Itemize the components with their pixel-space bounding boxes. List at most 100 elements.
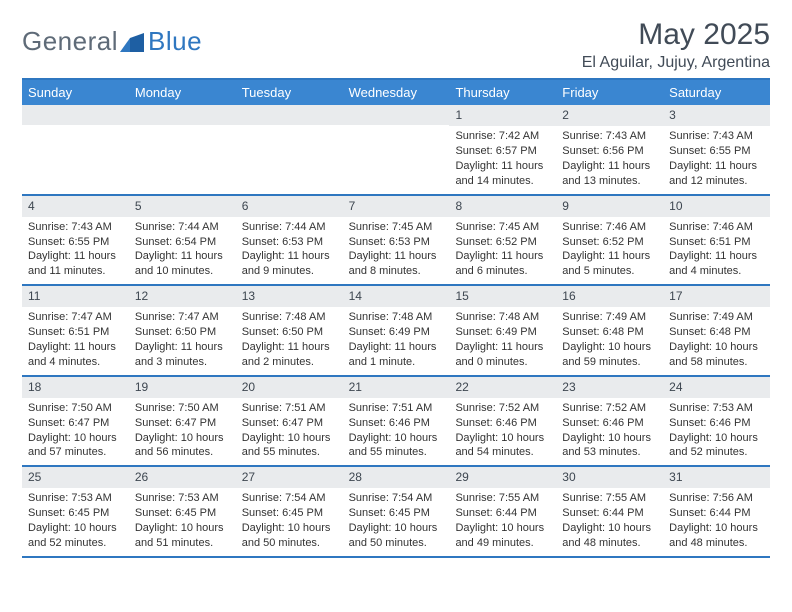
weekday-header: Friday [556, 80, 663, 105]
daylight-text: Daylight: 11 hours and 0 minutes. [455, 340, 550, 370]
daylight-text: Daylight: 10 hours and 55 minutes. [242, 431, 337, 461]
day-number: 9 [556, 196, 663, 217]
cell-body: Sunrise: 7:45 AMSunset: 6:52 PMDaylight:… [449, 217, 556, 284]
cell-body: Sunrise: 7:48 AMSunset: 6:50 PMDaylight:… [236, 307, 343, 374]
weekday-header: Sunday [22, 80, 129, 105]
cell-body [22, 125, 129, 133]
day-number: 26 [129, 467, 236, 488]
sunrise-text: Sunrise: 7:46 AM [669, 220, 764, 235]
cell-body: Sunrise: 7:55 AMSunset: 6:44 PMDaylight:… [556, 488, 663, 555]
calendar-cell: 10Sunrise: 7:46 AMSunset: 6:51 PMDayligh… [663, 196, 770, 285]
sunrise-text: Sunrise: 7:49 AM [562, 310, 657, 325]
daylight-text: Daylight: 10 hours and 49 minutes. [455, 521, 550, 551]
cell-body [129, 125, 236, 133]
sunrise-text: Sunrise: 7:45 AM [349, 220, 444, 235]
weeks-container: 1Sunrise: 7:42 AMSunset: 6:57 PMDaylight… [22, 105, 770, 558]
sunset-text: Sunset: 6:53 PM [349, 235, 444, 250]
day-number: 23 [556, 377, 663, 398]
sunset-text: Sunset: 6:46 PM [349, 416, 444, 431]
day-number [236, 105, 343, 125]
sunset-text: Sunset: 6:48 PM [562, 325, 657, 340]
calendar-cell: 7Sunrise: 7:45 AMSunset: 6:53 PMDaylight… [343, 196, 450, 285]
daylight-text: Daylight: 10 hours and 50 minutes. [349, 521, 444, 551]
daylight-text: Daylight: 10 hours and 54 minutes. [455, 431, 550, 461]
cell-body: Sunrise: 7:50 AMSunset: 6:47 PMDaylight:… [129, 398, 236, 465]
daylight-text: Daylight: 11 hours and 14 minutes. [455, 159, 550, 189]
daylight-text: Daylight: 10 hours and 57 minutes. [28, 431, 123, 461]
cell-body: Sunrise: 7:43 AMSunset: 6:56 PMDaylight:… [556, 126, 663, 193]
sunset-text: Sunset: 6:50 PM [242, 325, 337, 340]
day-number: 10 [663, 196, 770, 217]
sunrise-text: Sunrise: 7:43 AM [28, 220, 123, 235]
day-number: 4 [22, 196, 129, 217]
day-number [22, 105, 129, 125]
daylight-text: Daylight: 11 hours and 3 minutes. [135, 340, 230, 370]
sunset-text: Sunset: 6:55 PM [28, 235, 123, 250]
daylight-text: Daylight: 10 hours and 52 minutes. [28, 521, 123, 551]
day-number: 24 [663, 377, 770, 398]
calendar-cell: 22Sunrise: 7:52 AMSunset: 6:46 PMDayligh… [449, 377, 556, 466]
daylight-text: Daylight: 10 hours and 53 minutes. [562, 431, 657, 461]
sunset-text: Sunset: 6:44 PM [562, 506, 657, 521]
sunset-text: Sunset: 6:48 PM [669, 325, 764, 340]
location-label: El Aguilar, Jujuy, Argentina [582, 54, 770, 72]
cell-body: Sunrise: 7:52 AMSunset: 6:46 PMDaylight:… [556, 398, 663, 465]
brand-name-part2: Blue [148, 26, 202, 57]
weekday-header: Saturday [663, 80, 770, 105]
sunset-text: Sunset: 6:46 PM [562, 416, 657, 431]
calendar-cell: 6Sunrise: 7:44 AMSunset: 6:53 PMDaylight… [236, 196, 343, 285]
cell-body [236, 125, 343, 133]
calendar-cell: 2Sunrise: 7:43 AMSunset: 6:56 PMDaylight… [556, 105, 663, 194]
sunrise-text: Sunrise: 7:48 AM [455, 310, 550, 325]
calendar-cell: 1Sunrise: 7:42 AMSunset: 6:57 PMDaylight… [449, 105, 556, 194]
sunrise-text: Sunrise: 7:48 AM [349, 310, 444, 325]
sunrise-text: Sunrise: 7:50 AM [135, 401, 230, 416]
calendar-cell: 28Sunrise: 7:54 AMSunset: 6:45 PMDayligh… [343, 467, 450, 556]
cell-body: Sunrise: 7:43 AMSunset: 6:55 PMDaylight:… [663, 126, 770, 193]
sunset-text: Sunset: 6:47 PM [28, 416, 123, 431]
calendar-week: 25Sunrise: 7:53 AMSunset: 6:45 PMDayligh… [22, 467, 770, 558]
day-number: 6 [236, 196, 343, 217]
daylight-text: Daylight: 10 hours and 48 minutes. [669, 521, 764, 551]
cell-body: Sunrise: 7:42 AMSunset: 6:57 PMDaylight:… [449, 126, 556, 193]
calendar-cell: 9Sunrise: 7:46 AMSunset: 6:52 PMDaylight… [556, 196, 663, 285]
cell-body: Sunrise: 7:53 AMSunset: 6:45 PMDaylight:… [129, 488, 236, 555]
day-number [343, 105, 450, 125]
sunset-text: Sunset: 6:46 PM [455, 416, 550, 431]
day-number: 11 [22, 286, 129, 307]
sunrise-text: Sunrise: 7:54 AM [242, 491, 337, 506]
sunset-text: Sunset: 6:56 PM [562, 144, 657, 159]
day-number: 1 [449, 105, 556, 126]
day-number: 18 [22, 377, 129, 398]
calendar-cell: 12Sunrise: 7:47 AMSunset: 6:50 PMDayligh… [129, 286, 236, 375]
daylight-text: Daylight: 11 hours and 9 minutes. [242, 249, 337, 279]
calendar-week: 11Sunrise: 7:47 AMSunset: 6:51 PMDayligh… [22, 286, 770, 377]
cell-body: Sunrise: 7:49 AMSunset: 6:48 PMDaylight:… [663, 307, 770, 374]
calendar-week: 18Sunrise: 7:50 AMSunset: 6:47 PMDayligh… [22, 377, 770, 468]
cell-body: Sunrise: 7:51 AMSunset: 6:47 PMDaylight:… [236, 398, 343, 465]
daylight-text: Daylight: 11 hours and 10 minutes. [135, 249, 230, 279]
calendar-cell: 24Sunrise: 7:53 AMSunset: 6:46 PMDayligh… [663, 377, 770, 466]
sunrise-text: Sunrise: 7:49 AM [669, 310, 764, 325]
cell-body: Sunrise: 7:51 AMSunset: 6:46 PMDaylight:… [343, 398, 450, 465]
calendar-cell: 8Sunrise: 7:45 AMSunset: 6:52 PMDaylight… [449, 196, 556, 285]
weekday-header: Thursday [449, 80, 556, 105]
sunrise-text: Sunrise: 7:44 AM [242, 220, 337, 235]
day-number: 8 [449, 196, 556, 217]
day-number: 31 [663, 467, 770, 488]
sunrise-text: Sunrise: 7:45 AM [455, 220, 550, 235]
daylight-text: Daylight: 11 hours and 1 minute. [349, 340, 444, 370]
calendar-cell: 26Sunrise: 7:53 AMSunset: 6:45 PMDayligh… [129, 467, 236, 556]
sunrise-text: Sunrise: 7:43 AM [669, 129, 764, 144]
calendar-cell [129, 105, 236, 194]
sunrise-text: Sunrise: 7:55 AM [562, 491, 657, 506]
calendar-cell: 3Sunrise: 7:43 AMSunset: 6:55 PMDaylight… [663, 105, 770, 194]
calendar-cell [236, 105, 343, 194]
day-number: 15 [449, 286, 556, 307]
sunset-text: Sunset: 6:51 PM [28, 325, 123, 340]
sunset-text: Sunset: 6:45 PM [242, 506, 337, 521]
sunset-text: Sunset: 6:50 PM [135, 325, 230, 340]
calendar-cell: 25Sunrise: 7:53 AMSunset: 6:45 PMDayligh… [22, 467, 129, 556]
day-number: 5 [129, 196, 236, 217]
daylight-text: Daylight: 10 hours and 52 minutes. [669, 431, 764, 461]
